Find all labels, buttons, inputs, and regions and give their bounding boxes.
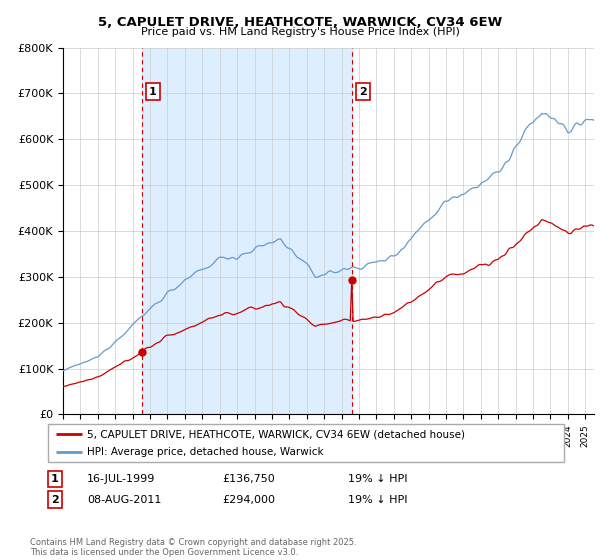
Text: 5, CAPULET DRIVE, HEATHCOTE, WARWICK, CV34 6EW (detached house): 5, CAPULET DRIVE, HEATHCOTE, WARWICK, CV… xyxy=(86,429,465,439)
Text: 19% ↓ HPI: 19% ↓ HPI xyxy=(348,494,407,505)
Bar xyxy=(142,48,352,414)
Text: 2: 2 xyxy=(51,494,59,505)
Text: 2: 2 xyxy=(359,87,367,97)
Text: 08-AUG-2011: 08-AUG-2011 xyxy=(87,494,161,505)
Text: Price paid vs. HM Land Registry's House Price Index (HPI): Price paid vs. HM Land Registry's House … xyxy=(140,27,460,37)
Text: 16-JUL-1999: 16-JUL-1999 xyxy=(87,474,155,484)
Text: £294,000: £294,000 xyxy=(222,494,275,505)
Text: HPI: Average price, detached house, Warwick: HPI: Average price, detached house, Warw… xyxy=(86,447,323,457)
Text: £136,750: £136,750 xyxy=(222,474,275,484)
Text: 19% ↓ HPI: 19% ↓ HPI xyxy=(348,474,407,484)
Text: 1: 1 xyxy=(51,474,59,484)
FancyBboxPatch shape xyxy=(48,424,564,462)
Text: Contains HM Land Registry data © Crown copyright and database right 2025.
This d: Contains HM Land Registry data © Crown c… xyxy=(30,538,356,557)
Text: 1: 1 xyxy=(149,87,157,97)
Text: 5, CAPULET DRIVE, HEATHCOTE, WARWICK, CV34 6EW: 5, CAPULET DRIVE, HEATHCOTE, WARWICK, CV… xyxy=(98,16,502,29)
